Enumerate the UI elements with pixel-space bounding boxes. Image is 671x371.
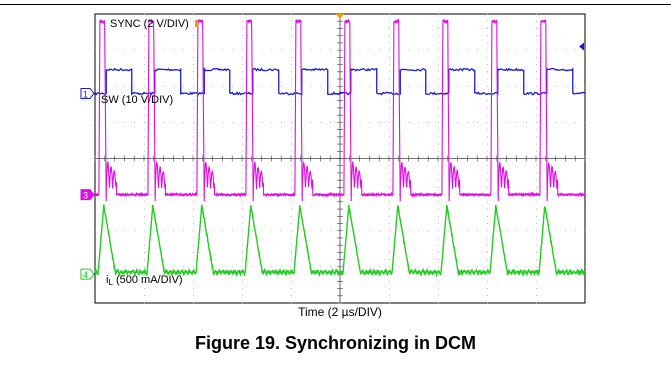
il-marker-number: 4 [83, 270, 88, 280]
channel-markers: 1 3 4 [80, 14, 584, 280]
il-label-sub: L [108, 278, 113, 287]
grid [94, 13, 586, 304]
trigger-position-marker [336, 14, 344, 19]
sync-level-marker [579, 42, 584, 51]
il-label-main: i [106, 274, 108, 286]
il-marker-shape [80, 268, 95, 280]
figure-caption: Figure 19. Synchronizing in DCM [194, 333, 477, 353]
sw-marker-shape [80, 189, 95, 201]
sync-marker-number: 1 [83, 89, 88, 99]
il-channel-label: iL (500 mA/DIV) [106, 274, 183, 287]
page-top-rule [0, 4, 671, 5]
sw-ground-marker: 3 [80, 189, 95, 201]
trigger-level-marker [195, 20, 198, 27]
sync-marker-shape [80, 87, 95, 99]
sync-channel-label: SYNC (2 V/DIV) [110, 18, 189, 30]
traces [94, 18, 586, 278]
sw-trace [94, 18, 586, 202]
il-trace [94, 204, 586, 278]
il-label-rest: (500 mA/DIV) [113, 274, 183, 286]
sync-trace [94, 66, 586, 96]
sync-ground-marker: 1 [80, 87, 95, 99]
channel-labels: SYNC (2 V/DIV) SW (10 V/DIV) iL (500 mA/… [101, 18, 189, 287]
sw-marker-number: 3 [83, 191, 88, 201]
x-axis-label: Time (2 µs/DIV) [298, 305, 382, 319]
il-ground-marker: 4 [80, 268, 95, 280]
sw-channel-label: SW (10 V/DIV) [101, 94, 173, 106]
